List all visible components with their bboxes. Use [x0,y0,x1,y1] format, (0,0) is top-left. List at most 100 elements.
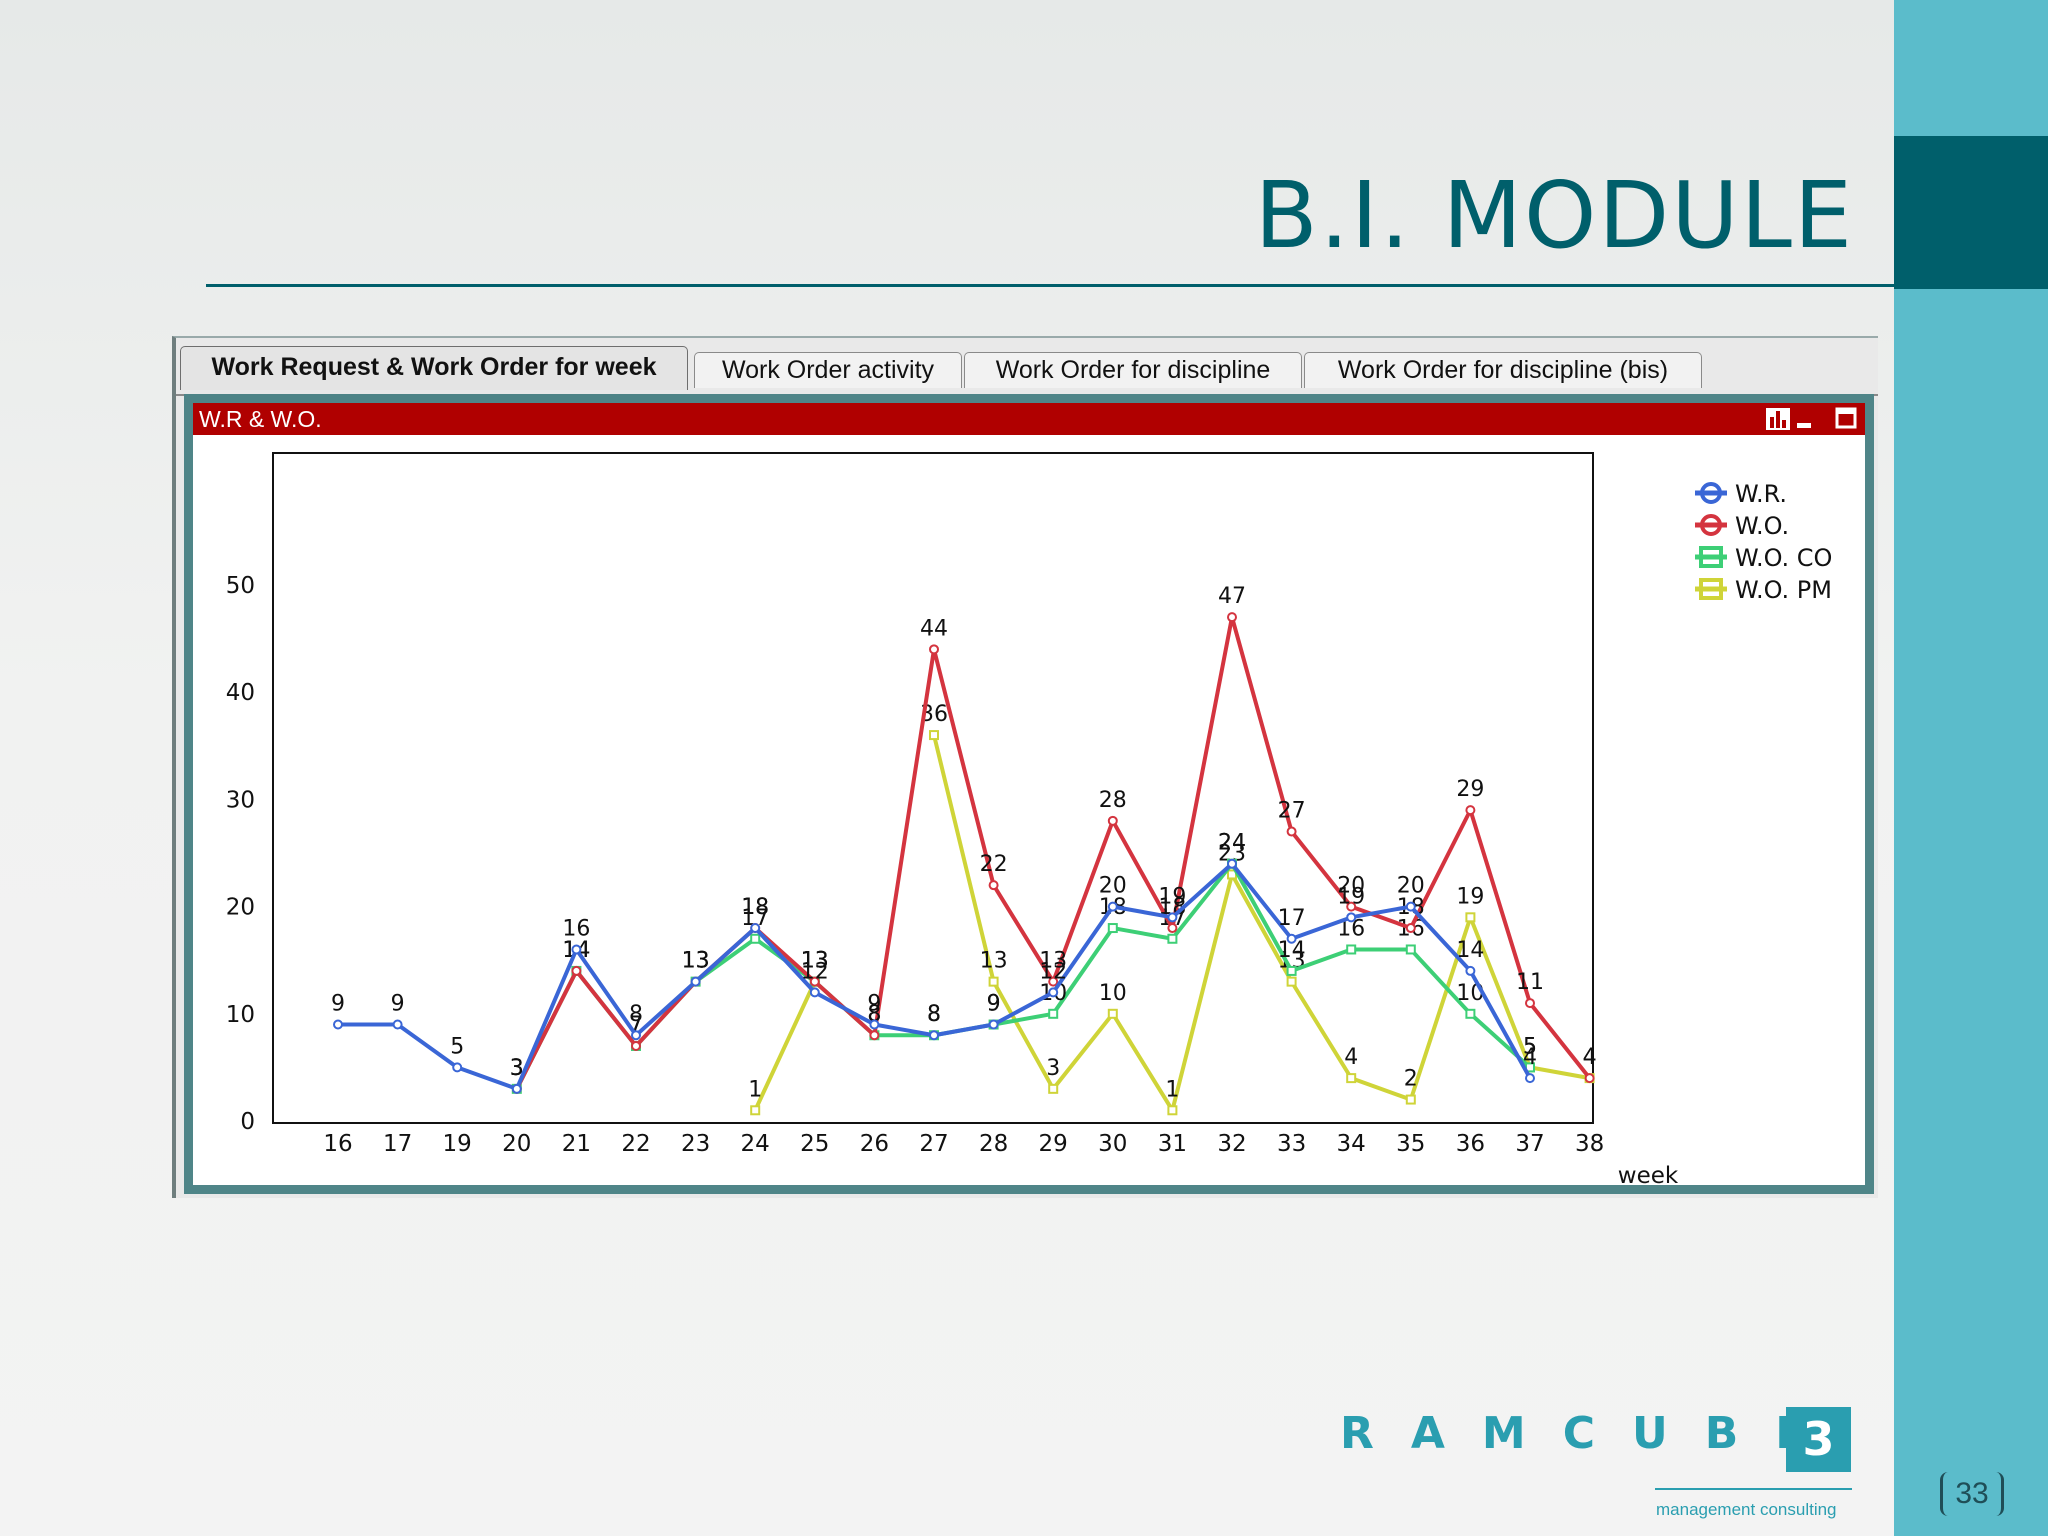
x-tick-label: 25 [800,1131,829,1157]
data-point [511,1083,522,1094]
data-label: 27 [1278,799,1306,824]
data-point [988,976,999,987]
data-point [1346,1073,1357,1084]
data-point [988,880,999,891]
data-point [750,923,761,934]
minimize-icon[interactable] [1795,407,1815,431]
data-point [1048,1083,1059,1094]
x-tick-label: 20 [502,1131,531,1157]
chart-panel: W.R & W.O. 0 10 20 30 40 50 16 17 19 20 21 22 23 24 25… [184,394,1874,1194]
x-tick-label: 23 [681,1131,710,1157]
data-point [631,1040,641,1051]
x-tick-label: 33 [1277,1131,1306,1157]
data-point [869,1019,880,1030]
legend-label: W.O. [1735,512,1789,540]
data-label: 8 [927,1002,941,1027]
data-point [929,730,939,741]
tab-work-order-activity[interactable]: Work Order activity [694,352,962,388]
data-label: 9 [987,992,1001,1017]
data-label: 1 [748,1077,762,1102]
data-label: 1 [1165,1077,1179,1102]
data-label: 11 [1516,970,1544,995]
data-point [1346,912,1357,923]
data-label: 22 [980,852,1008,877]
maximize-icon[interactable] [1835,407,1857,431]
data-label: 24 [1218,831,1246,856]
data-label: 13 [980,949,1008,974]
x-tick-label: 19 [443,1131,472,1157]
data-label: 3 [510,1056,524,1081]
data-point [1286,976,1297,987]
x-tick-label: 35 [1396,1131,1425,1157]
data-point [750,1105,761,1116]
data-label: 4 [1523,1045,1537,1070]
data-point [809,987,820,998]
data-point [1167,933,1178,944]
data-point [690,976,701,987]
x-tick-label: 30 [1098,1131,1127,1157]
qlik-app-window: Work Request & Work Order for week Work … [172,336,1878,1198]
data-label: 20 [1099,874,1127,899]
x-tick-label: 26 [860,1131,889,1157]
data-point [1405,901,1416,912]
data-label: 13 [682,949,710,974]
data-point [392,1019,403,1030]
brand-logo-box: 3 [1786,1407,1851,1472]
data-label: 13 [801,949,829,974]
data-label: 13 [801,949,829,974]
y-tick-label: 10 [226,1002,255,1028]
legend-marker [1699,578,1723,600]
data-point [929,644,939,655]
data-label: 12 [801,959,829,984]
x-tick-label: 31 [1158,1131,1187,1157]
data-label: 9 [867,992,881,1017]
data-point [1465,912,1476,923]
x-tick-label: 38 [1575,1131,1604,1157]
data-label: 13 [682,949,710,974]
data-point [1465,965,1476,976]
data-point [333,1019,343,1030]
data-label: 28 [1099,788,1127,813]
legend-marker [1699,546,1723,568]
data-label: 3 [510,1056,524,1081]
data-label: 14 [1456,938,1484,963]
data-label: 13 [682,949,710,974]
data-point [929,1030,939,1041]
series-line-w-o-pm [753,980,817,1112]
y-tick-label: 20 [226,895,255,921]
data-point [1227,612,1237,623]
data-label: 20 [1337,874,1365,899]
x-tick-label: 28 [979,1131,1008,1157]
data-point [1405,944,1416,955]
data-point [1048,976,1059,987]
data-label: 5 [1523,1034,1537,1059]
slide-title: B.I. MODULE [1254,162,1854,269]
data-point [1465,805,1476,816]
data-point [1167,912,1178,923]
data-point [1525,1073,1535,1084]
data-point [452,1062,463,1073]
legend-marker [1700,482,1722,504]
data-point [1107,1008,1118,1019]
x-tick-label: 32 [1217,1131,1246,1157]
data-label: 3 [1046,1056,1060,1081]
data-label: 18 [741,895,769,920]
data-label: 5 [450,1034,464,1059]
data-label: 10 [1099,981,1127,1006]
tab-work-request-work-order[interactable]: Work Request & Work Order for week [180,346,688,390]
data-point [988,1019,999,1030]
x-axis-label: week [1618,1163,1679,1185]
data-label: 16 [562,916,590,941]
data-label: 8 [629,1002,643,1027]
chart-type-icon[interactable] [1765,407,1791,431]
data-point [571,944,582,955]
data-point [1107,923,1118,934]
data-label: 2 [1404,1067,1418,1092]
data-label: 17 [1278,906,1306,931]
legend-marker [1700,514,1722,536]
data-point [1167,1105,1178,1116]
tab-work-order-discipline-bis[interactable]: Work Order for discipline (bis) [1304,352,1702,388]
tab-work-order-discipline[interactable]: Work Order for discipline [964,352,1302,388]
data-label: 9 [391,992,405,1017]
